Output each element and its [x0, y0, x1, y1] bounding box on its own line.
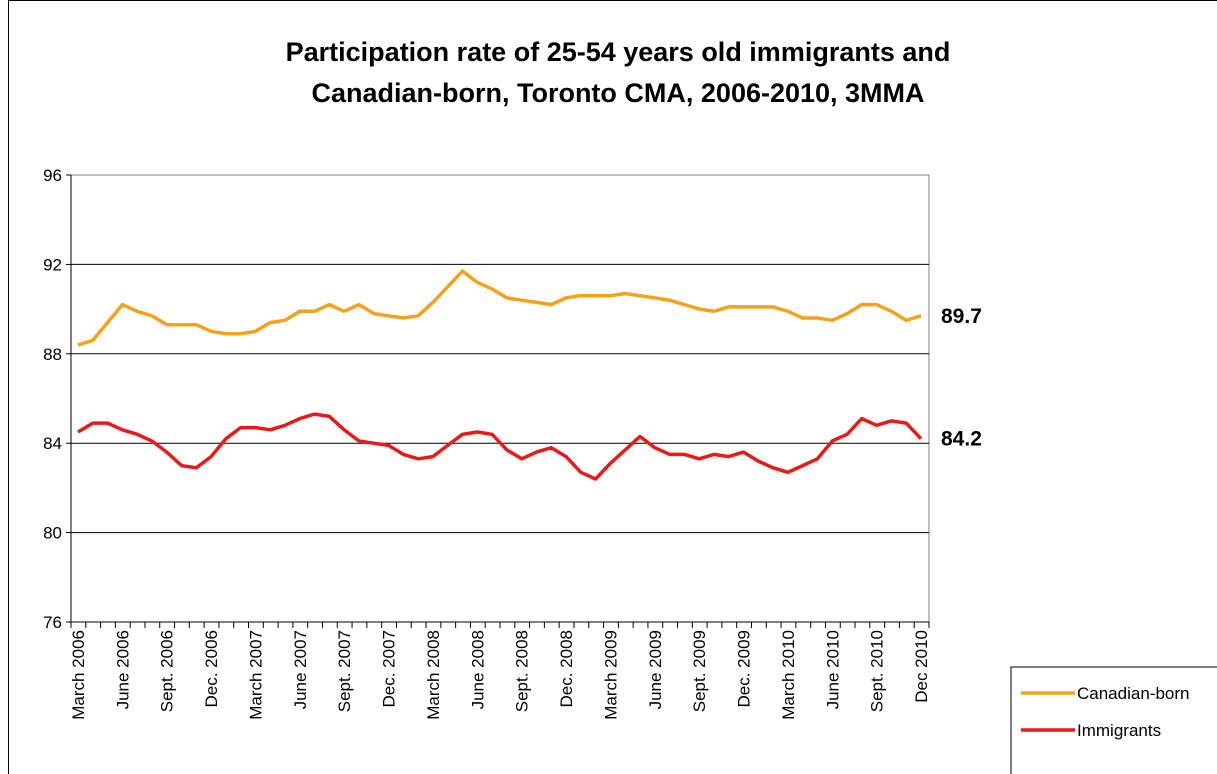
- y-tick-label: 88: [43, 345, 62, 364]
- chart-title: Participation rate of 25-54 years old im…: [286, 37, 951, 108]
- y-tick-label: 84: [43, 434, 62, 453]
- x-tick-label: March 2008: [424, 630, 443, 720]
- x-tick-label: Dec. 2006: [202, 630, 221, 708]
- x-tick-label: Dec 2010: [912, 630, 931, 703]
- x-tick-label: Sept. 2008: [513, 630, 532, 712]
- chart-title-line-2: Canadian-born, Toronto CMA, 2006-2010, 3…: [311, 78, 924, 108]
- x-tick-label: Dec. 2008: [557, 630, 576, 708]
- x-tick-label: June 2009: [646, 630, 665, 709]
- x-tick-label: Sept. 2009: [690, 630, 709, 712]
- y-tick-label: 80: [43, 524, 62, 543]
- x-tick-label: Dec. 2009: [735, 630, 754, 708]
- x-tick-label: Sept. 2010: [868, 630, 887, 712]
- x-tick-label: March 2010: [779, 630, 798, 720]
- y-axis: 76 80 84 88 92 96: [43, 166, 72, 632]
- end-label-immigrants: 84.2: [941, 428, 982, 451]
- series-line-immigrants: [77, 412, 923, 481]
- series-line-canadian-born: [77, 269, 922, 347]
- y-tick-label: 96: [43, 166, 62, 185]
- x-tick-label: March 2009: [601, 630, 620, 720]
- x-tick-label: June 2008: [468, 630, 487, 709]
- series-lines: [77, 269, 923, 481]
- legend-label: Immigrants: [1077, 721, 1161, 740]
- chart-frame: [8, 0, 1217, 774]
- x-tick-label: June 2007: [291, 630, 310, 709]
- x-tick-label: June 2010: [823, 630, 842, 709]
- end-label-canadian-born: 89.7: [941, 305, 982, 328]
- chart-title-line-1: Participation rate of 25-54 years old im…: [286, 37, 951, 67]
- x-tick-label: Sept. 2007: [335, 630, 354, 712]
- plot-area-border: [70, 174, 930, 623]
- x-tick-label: March 2007: [246, 630, 265, 720]
- x-tick-label: June 2006: [113, 630, 132, 709]
- legend-box: [1010, 666, 1217, 774]
- x-axis: March 2006 June 2006 Sept. 2006 Dec. 2006 Ma…: [69, 621, 931, 720]
- y-tick-label: 92: [43, 255, 62, 274]
- x-tick-label: March 2006: [69, 630, 88, 720]
- end-labels: 89.7 84.2: [941, 305, 982, 451]
- legend: Canadian-born Immigrants: [1010, 666, 1217, 774]
- legend-label: Canadian-born: [1077, 684, 1189, 703]
- x-tick-label: Dec. 2007: [380, 630, 399, 708]
- grid: [70, 174, 930, 623]
- x-tick-label: Sept. 2006: [158, 630, 177, 712]
- y-tick-label: 76: [43, 613, 62, 632]
